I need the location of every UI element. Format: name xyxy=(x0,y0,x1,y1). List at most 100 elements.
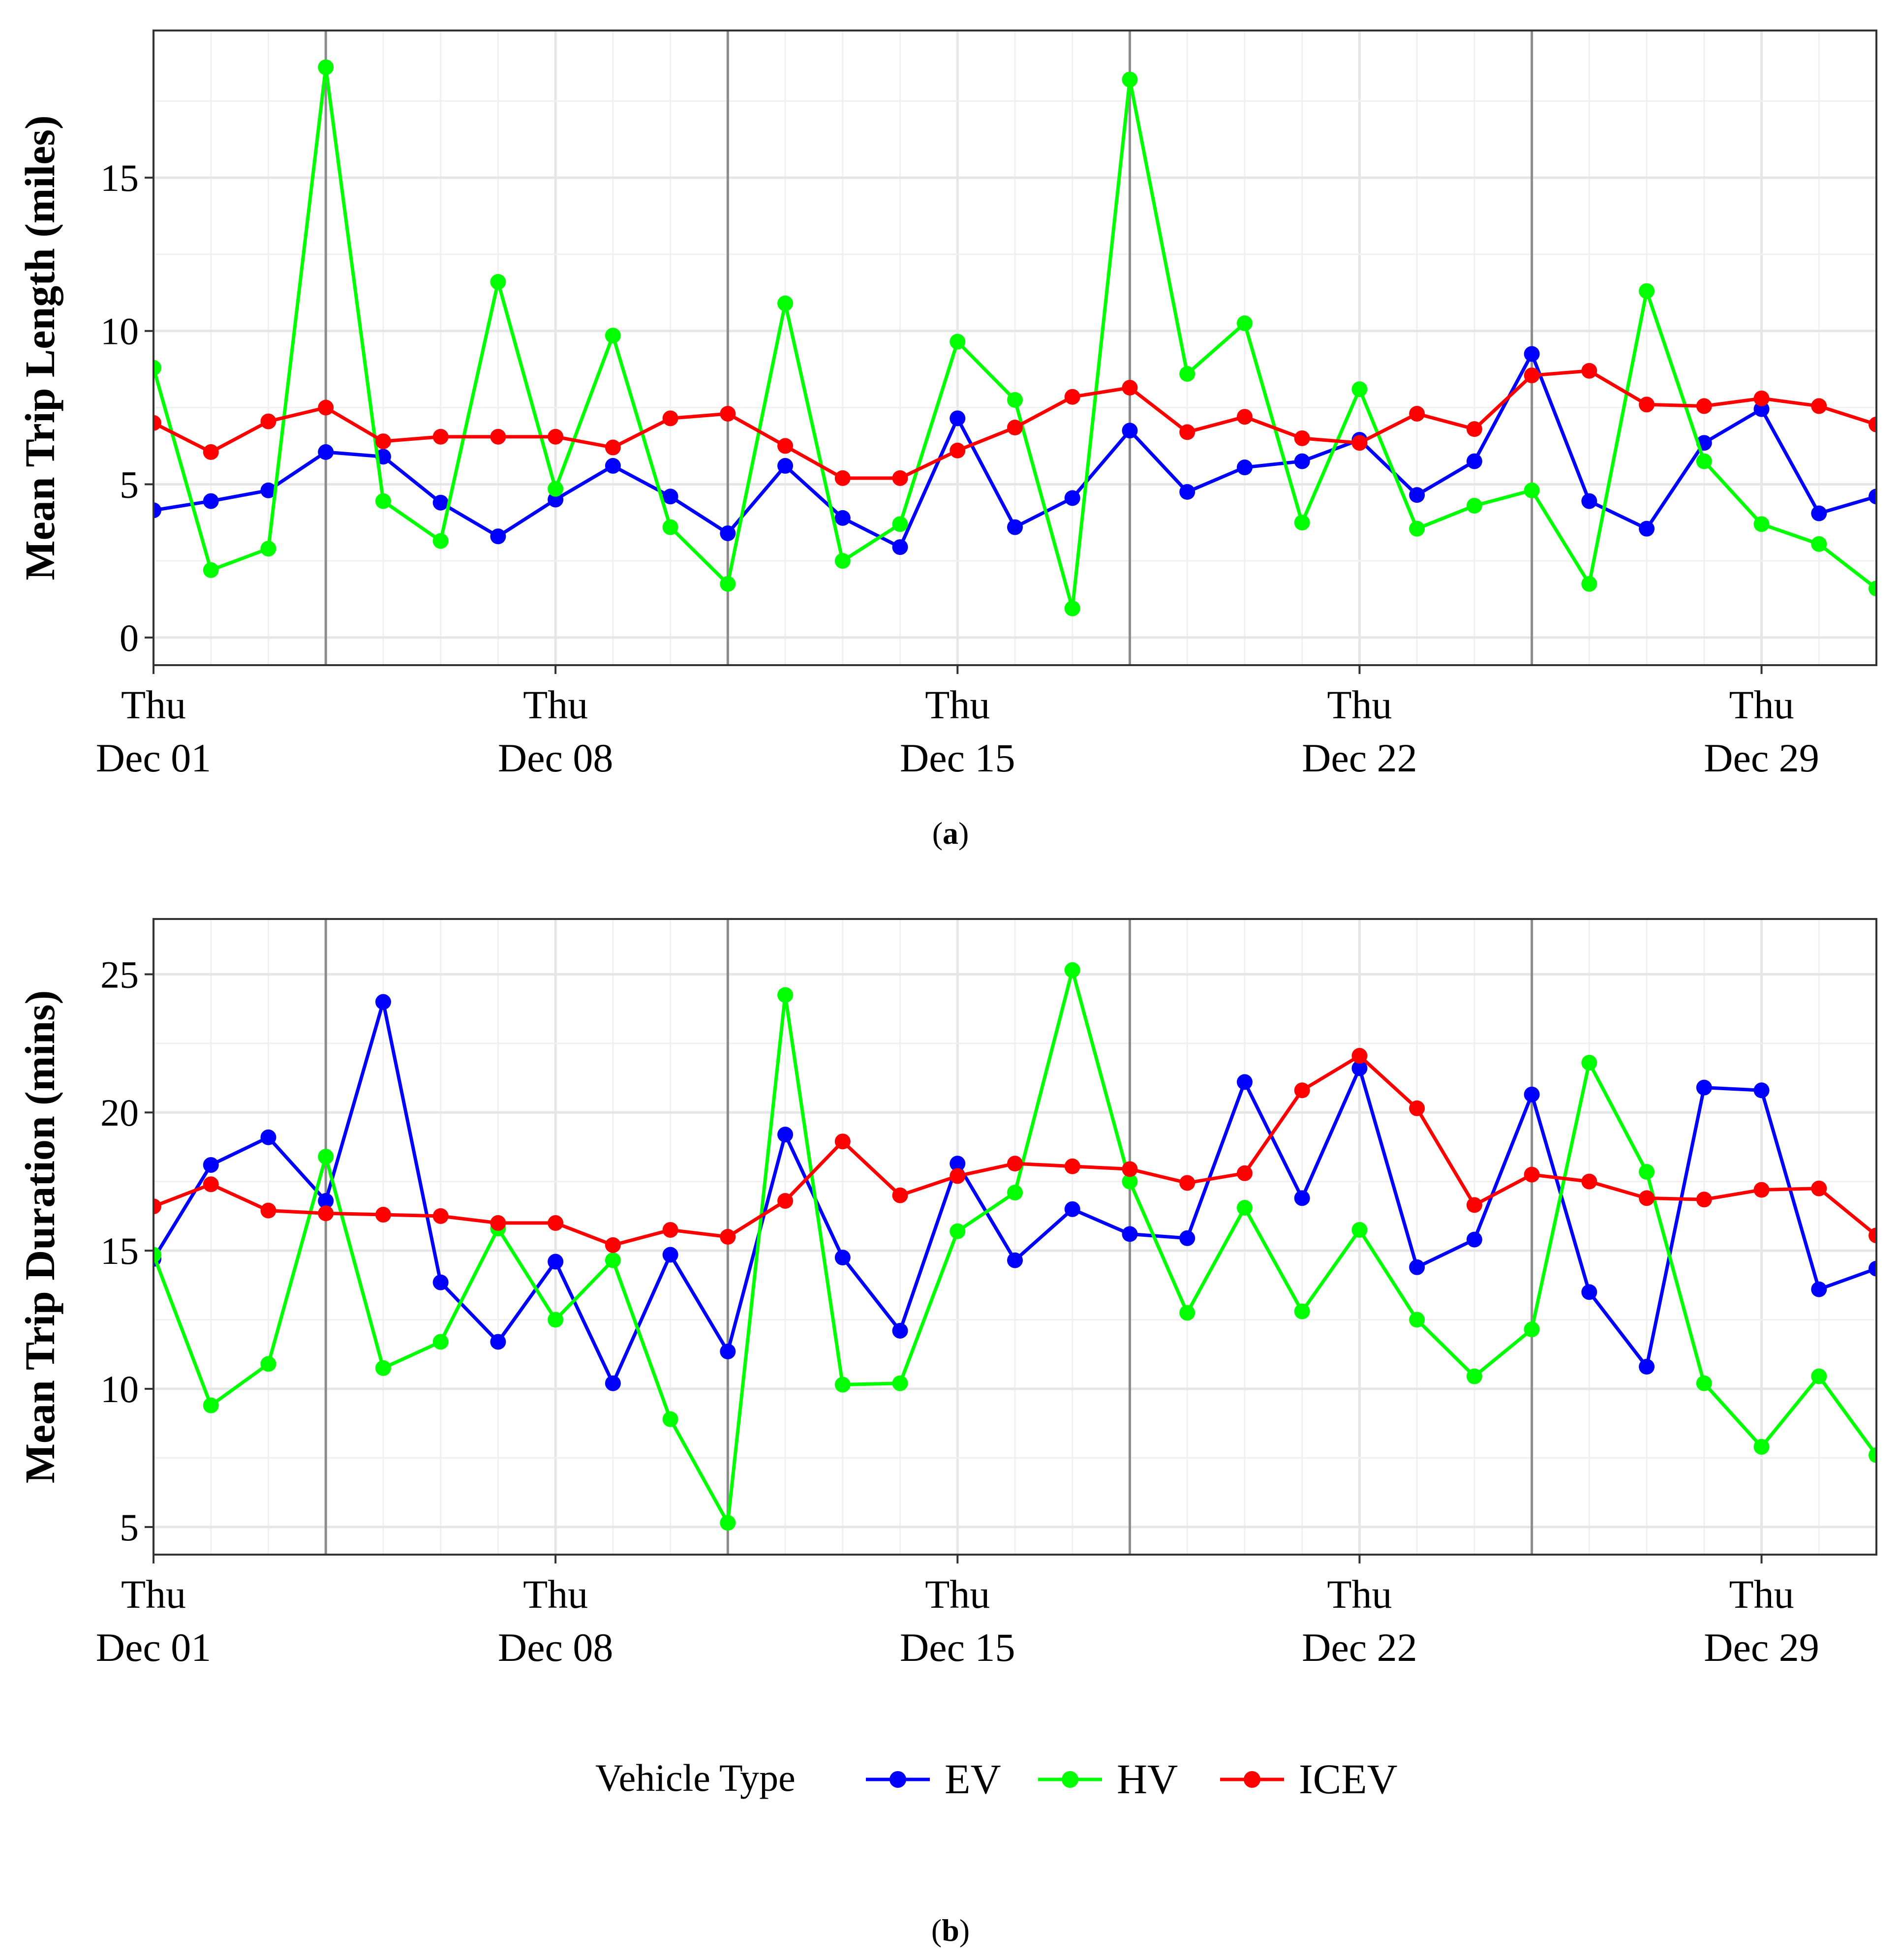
data-point-icev xyxy=(1811,398,1827,414)
data-point-ev xyxy=(1524,346,1540,362)
legend-label-hv: HV xyxy=(1117,1755,1178,1803)
data-point-icev xyxy=(490,429,506,445)
data-point-hv xyxy=(1409,521,1425,537)
data-point-icev xyxy=(777,438,794,454)
data-point-icev xyxy=(1869,416,1876,432)
x-tick-weekday: Thu xyxy=(121,682,186,727)
x-tick-weekday: Thu xyxy=(523,1572,588,1617)
data-point-hv xyxy=(490,274,506,290)
legend-key-dot-hv xyxy=(1062,1771,1078,1788)
data-point-icev xyxy=(777,1193,794,1209)
data-point-hv xyxy=(1122,1173,1138,1190)
data-point-hv xyxy=(1007,1185,1023,1201)
data-point-icev xyxy=(1524,368,1540,384)
data-point-icev xyxy=(1869,1227,1876,1244)
series-icev xyxy=(153,1048,1876,1253)
panel-frame-b xyxy=(153,918,1877,1556)
data-point-ev xyxy=(1122,1226,1138,1242)
data-point-ev xyxy=(548,1254,564,1270)
data-point-ev xyxy=(1466,1231,1482,1248)
y-tick-label: 25 xyxy=(100,953,139,996)
data-point-hv xyxy=(318,1149,334,1165)
data-point-ev xyxy=(1466,453,1482,469)
y-axis-label-b: Mean Trip Duration (mins) xyxy=(16,990,63,1484)
data-point-icev xyxy=(432,1208,449,1224)
week-lines-b xyxy=(324,919,1533,1555)
data-point-ev xyxy=(1294,453,1310,469)
legend-label-ev: EV xyxy=(945,1755,1001,1803)
data-point-hv xyxy=(892,516,908,532)
data-point-icev xyxy=(1753,1182,1770,1198)
x-tick-date: Dec 01 xyxy=(96,1625,212,1670)
y-tick-label: 20 xyxy=(100,1091,139,1134)
data-point-ev xyxy=(720,1344,736,1360)
x-tick-weekday: Thu xyxy=(1327,1572,1392,1617)
data-point-hv xyxy=(1179,366,1196,382)
x-tick-date: Dec 01 xyxy=(96,735,212,780)
data-point-ev xyxy=(1639,521,1655,537)
series-icev xyxy=(153,363,1876,486)
data-point-icev xyxy=(1351,435,1368,451)
data-point-icev xyxy=(1007,1156,1023,1172)
data-point-ev xyxy=(720,525,736,542)
x-tick-date: Dec 29 xyxy=(1704,1625,1819,1670)
grid-b xyxy=(152,919,1877,1555)
data-point-ev xyxy=(203,1157,219,1173)
data-point-hv xyxy=(605,328,621,344)
data-point-ev xyxy=(777,1127,794,1143)
data-point-icev xyxy=(260,1202,276,1219)
data-point-hv xyxy=(1007,392,1023,408)
legend-key-dot-ev xyxy=(889,1771,906,1788)
data-point-ev xyxy=(1064,1201,1080,1217)
data-point-ev xyxy=(950,410,966,427)
data-point-hv xyxy=(662,1411,678,1427)
data-point-hv xyxy=(432,533,449,549)
data-point-icev xyxy=(605,1237,621,1253)
data-point-icev xyxy=(490,1215,506,1231)
legend-item-hv: HV xyxy=(1038,1755,1178,1803)
data-point-hv xyxy=(950,334,966,350)
data-point-hv xyxy=(432,1334,449,1350)
data-point-ev xyxy=(834,510,851,526)
data-point-ev xyxy=(432,494,449,511)
data-point-icev xyxy=(1179,1175,1196,1191)
data-point-icev xyxy=(662,1222,678,1238)
data-point-ev xyxy=(1869,489,1876,505)
data-point-ev xyxy=(950,1156,966,1172)
y-axis-label-a: Mean Trip Length (miles) xyxy=(16,115,63,580)
data-point-hv xyxy=(375,493,391,509)
data-point-icev xyxy=(1122,1161,1138,1177)
data-point-hv xyxy=(662,519,678,535)
data-point-ev xyxy=(605,1375,621,1391)
data-point-hv xyxy=(1696,453,1712,469)
data-point-hv xyxy=(1696,1375,1712,1391)
data-point-ev xyxy=(892,539,908,555)
data-point-ev xyxy=(318,444,334,460)
y-tick-label: 15 xyxy=(100,1229,139,1272)
data-point-hv xyxy=(1753,516,1770,532)
caption-letter-b: b xyxy=(942,1913,959,1948)
y-tick-label: 5 xyxy=(120,463,139,506)
x-tick-weekday: Thu xyxy=(925,682,990,727)
data-point-hv xyxy=(1581,1055,1597,1071)
series-clip-group xyxy=(153,59,1876,616)
data-point-ev xyxy=(1639,1359,1655,1375)
data-point-hv xyxy=(1753,1439,1770,1455)
data-point-ev xyxy=(1581,1284,1597,1300)
data-point-icev xyxy=(203,1176,219,1193)
data-point-ev xyxy=(834,1250,851,1266)
data-point-icev xyxy=(1179,424,1196,440)
data-point-icev xyxy=(950,1168,966,1184)
data-point-hv xyxy=(1236,315,1253,332)
panel-trip-length: 0 5 10 15 Thu Dec 01 Thu Dec 08 Thu Dec 15 Thu Dec… xyxy=(16,30,1877,851)
series-ev xyxy=(153,994,1876,1391)
data-point-icev xyxy=(1064,1158,1080,1174)
data-point-ev xyxy=(662,489,678,505)
data-point-icev xyxy=(1696,398,1712,414)
data-point-icev xyxy=(375,433,391,450)
data-point-icev xyxy=(548,429,564,445)
data-point-hv xyxy=(777,987,794,1003)
panel-frame-a xyxy=(153,30,1877,666)
data-point-ev xyxy=(1294,1190,1310,1206)
